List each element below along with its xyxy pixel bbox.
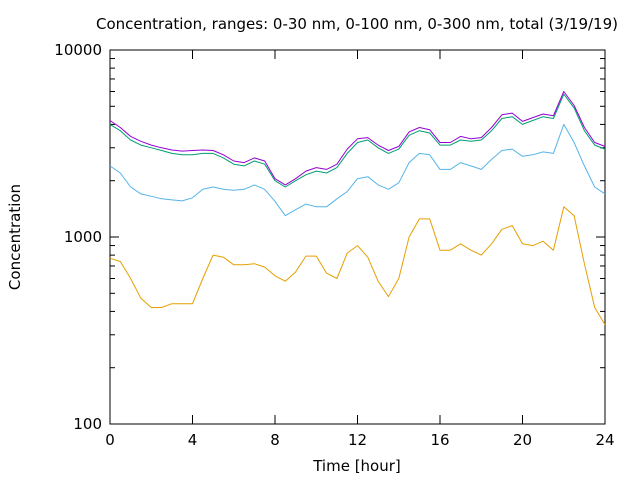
y-axis-ticks: 100 1000 10000 xyxy=(54,41,605,433)
series-line-1 xyxy=(109,206,606,325)
chart-title: Concentration, ranges: 0-30 nm, 0-100 nm… xyxy=(96,15,618,33)
x-axis-label: Time [hour] xyxy=(312,457,401,475)
x-tick-label: 4 xyxy=(188,431,198,449)
y-tick-label: 100 xyxy=(73,415,102,433)
x-tick-label: 24 xyxy=(595,431,614,449)
x-tick-label: 0 xyxy=(105,431,115,449)
series-layer xyxy=(109,91,606,325)
series-line-2 xyxy=(109,123,606,217)
y-tick-label: 1000 xyxy=(64,228,102,246)
x-tick-label: 12 xyxy=(348,431,367,449)
series-line-4 xyxy=(109,91,606,186)
y-axis-label: Concentration xyxy=(6,184,24,290)
x-axis-ticks: 0 4 8 12 16 20 24 xyxy=(105,50,615,449)
y-tick-label: 10000 xyxy=(54,41,102,59)
plot-frame xyxy=(109,49,606,425)
x-tick-label: 16 xyxy=(430,431,449,449)
series-line-3 xyxy=(109,93,606,188)
x-tick-label: 20 xyxy=(513,431,532,449)
x-tick-label: 8 xyxy=(270,431,280,449)
